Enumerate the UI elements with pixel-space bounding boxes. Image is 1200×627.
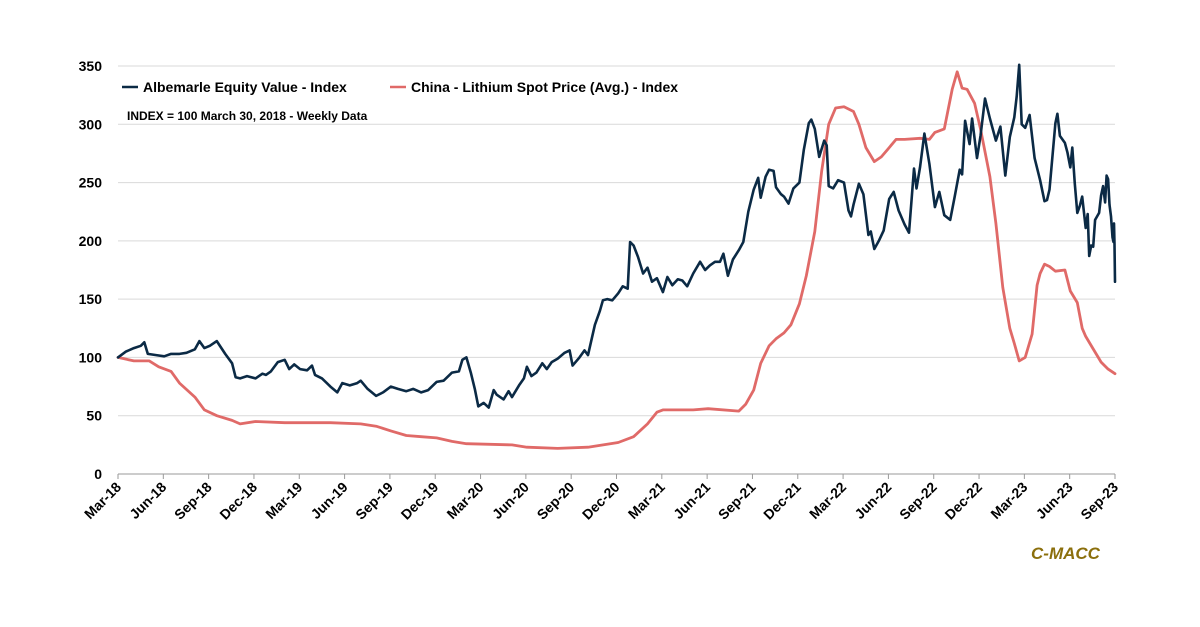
x-tick-label: Dec-20 xyxy=(579,479,623,523)
x-tick-label: Jun-19 xyxy=(307,479,350,522)
x-tick-label: Sep-23 xyxy=(1077,479,1121,523)
chart-subtitle: INDEX = 100 March 30, 2018 - Weekly Data xyxy=(127,109,368,123)
y-tick-label: 250 xyxy=(79,175,103,191)
y-tick-label: 50 xyxy=(86,408,102,424)
x-tick-label: Mar-18 xyxy=(81,479,124,522)
brand-watermark: C-MACC xyxy=(1031,544,1101,563)
x-tick-label: Sep-22 xyxy=(896,479,940,523)
series-line-albemarle xyxy=(116,63,1117,409)
x-tick-label: Jun-23 xyxy=(1033,479,1076,522)
x-tick-label: Sep-19 xyxy=(352,479,396,523)
x-tick-label: Mar-23 xyxy=(987,479,1030,522)
series-lines xyxy=(116,63,1117,450)
y-axis: 0 50 100 150 200 250 300 350 xyxy=(79,58,103,482)
x-tick-label: Dec-21 xyxy=(760,479,804,523)
x-tick-label: Jun-22 xyxy=(851,479,894,522)
x-tick-label: Mar-19 xyxy=(262,479,305,522)
x-tick-label: Dec-22 xyxy=(941,479,985,523)
legend-label-lithium: China - Lithium Spot Price (Avg.) - Inde… xyxy=(411,79,678,95)
x-tick-label: Dec-19 xyxy=(398,479,442,523)
series-line-lithium xyxy=(116,70,1117,450)
x-tick-label: Mar-21 xyxy=(625,479,668,522)
x-tick-label: Dec-18 xyxy=(216,479,260,523)
y-tick-label: 0 xyxy=(94,466,102,482)
y-tick-label: 350 xyxy=(79,58,103,74)
x-tick-label: Jun-20 xyxy=(489,479,532,522)
y-tick-label: 200 xyxy=(79,233,103,249)
legend: Albemarle Equity Value - Index China - L… xyxy=(122,79,678,95)
x-tick-label: Sep-20 xyxy=(534,479,578,523)
x-tick-label: Sep-21 xyxy=(715,479,759,523)
gridlines xyxy=(118,65,1115,475)
x-axis: Mar-18 Jun-18 Sep-18 Dec-18 Mar-19 Jun-19 Sep-… xyxy=(81,474,1121,523)
x-tick-label: Jun-21 xyxy=(670,479,713,522)
y-tick-label: 150 xyxy=(79,291,103,307)
x-tick-label: Mar-20 xyxy=(443,479,486,522)
y-tick-label: 300 xyxy=(79,116,103,132)
x-tick-label: Sep-18 xyxy=(171,479,215,523)
legend-label-albemarle: Albemarle Equity Value - Index xyxy=(143,79,347,95)
x-tick-label: Jun-18 xyxy=(126,479,169,522)
y-tick-label: 100 xyxy=(79,349,103,365)
x-tick-label: Mar-22 xyxy=(806,479,849,522)
